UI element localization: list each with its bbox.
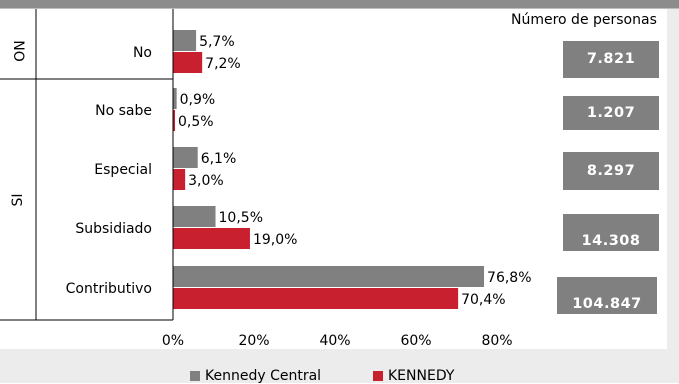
legend-item-kennedy: KENNEDY [373, 368, 454, 384]
bar-kennedy-contributivo [173, 288, 459, 309]
category-label: Subsidiado [75, 221, 152, 237]
category-label: No [133, 45, 152, 61]
category-label: Especial [94, 162, 152, 178]
data-label: 0,5% [178, 114, 214, 130]
data-label: 6,1% [201, 151, 237, 167]
bar-kennedy-no-sabe [173, 110, 176, 131]
top-border-bar [0, 0, 679, 8]
bar-kennedy-especial [173, 169, 186, 190]
data-label: 0,9% [180, 92, 216, 108]
data-label: 76,8% [487, 270, 531, 286]
category-label: No sabe [95, 103, 152, 119]
top-border-line [0, 8, 679, 9]
data-label: 19,0% [253, 232, 297, 248]
bar-kennedy-no [173, 52, 203, 73]
bar-kennedy-central-especial [173, 147, 198, 168]
data-label: 3,0% [188, 173, 224, 189]
legend-swatch [373, 371, 383, 381]
bar-kennedy-subsidiado [173, 228, 250, 249]
count-box: 14.308 [563, 214, 659, 251]
legend-item-kennedy-central: Kennedy Central [190, 368, 321, 384]
bottom-margin-panel [0, 349, 679, 383]
category-label: Contributivo [66, 281, 152, 297]
legend-swatch [190, 371, 200, 381]
bar-kennedy-central-no-sabe [173, 88, 177, 109]
count-box: 104.847 [557, 277, 657, 314]
x-tick-label: 80% [481, 333, 512, 349]
data-label: 10,5% [219, 210, 263, 226]
data-label: 70,4% [461, 292, 505, 308]
x-tick-label: 20% [238, 333, 269, 349]
count-box: 8.297 [563, 152, 659, 190]
legend-label: KENNEDY [388, 368, 455, 384]
data-label: 5,7% [199, 34, 235, 50]
x-tick-label: 60% [400, 333, 431, 349]
count-column-title: Número de personas [511, 12, 657, 28]
bar-kennedy-central-contributivo [173, 266, 485, 287]
bar-kennedy-central-no [173, 30, 197, 51]
group-label-no: NO [10, 40, 26, 62]
data-label: 7,2% [205, 56, 241, 72]
x-tick-label: 40% [319, 333, 350, 349]
count-box: 1.207 [563, 96, 659, 130]
count-box: 7.821 [563, 41, 659, 78]
bar-kennedy-central-subsidiado [173, 206, 216, 227]
legend-label: Kennedy Central [205, 368, 322, 384]
group-label-si: SI [10, 193, 26, 206]
right-margin-panel [667, 9, 679, 349]
x-tick-label: 0% [162, 333, 184, 349]
